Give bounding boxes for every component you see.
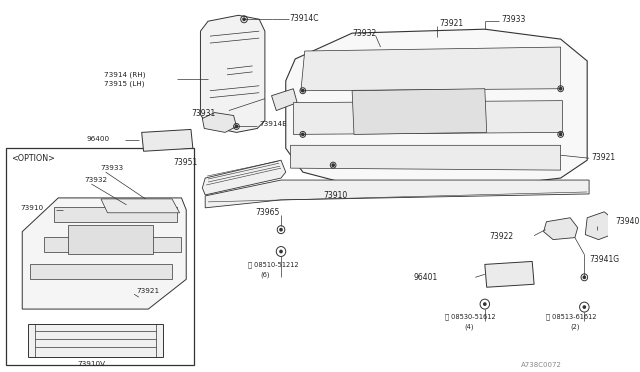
Circle shape: [559, 133, 562, 135]
Text: 73933: 73933: [100, 165, 123, 171]
Circle shape: [583, 276, 586, 279]
Polygon shape: [101, 199, 180, 213]
Circle shape: [583, 306, 586, 308]
Polygon shape: [352, 89, 486, 134]
Polygon shape: [293, 101, 563, 134]
Text: 73915 (LH): 73915 (LH): [104, 80, 144, 87]
Circle shape: [301, 133, 304, 135]
Bar: [6, 148, 194, 365]
Polygon shape: [200, 15, 265, 132]
Polygon shape: [202, 113, 236, 132]
Circle shape: [243, 18, 245, 20]
Polygon shape: [485, 262, 534, 287]
Text: (6): (6): [260, 271, 269, 278]
Polygon shape: [301, 47, 561, 91]
Polygon shape: [28, 324, 163, 357]
Polygon shape: [202, 160, 285, 195]
Text: 73932: 73932: [352, 29, 376, 38]
Text: 73965: 73965: [255, 208, 280, 217]
Text: 73910V: 73910V: [77, 361, 106, 367]
Circle shape: [280, 228, 282, 231]
Polygon shape: [68, 225, 153, 254]
Circle shape: [559, 87, 562, 90]
Polygon shape: [205, 180, 589, 208]
Text: 73933: 73933: [501, 15, 525, 24]
Polygon shape: [586, 212, 614, 240]
Text: 73914C: 73914C: [289, 14, 319, 23]
Polygon shape: [285, 29, 587, 190]
Text: 73951: 73951: [173, 158, 198, 167]
Text: (4): (4): [464, 324, 474, 330]
Text: Ⓢ 08530-51612: Ⓢ 08530-51612: [445, 314, 495, 320]
Text: Ⓢ 08510-51212: Ⓢ 08510-51212: [248, 261, 298, 268]
Text: <OPTION>: <OPTION>: [11, 154, 55, 163]
Polygon shape: [271, 89, 297, 110]
Text: 73914 (RH): 73914 (RH): [104, 71, 145, 78]
Polygon shape: [141, 129, 193, 151]
Text: A738C0072: A738C0072: [521, 362, 562, 368]
Polygon shape: [44, 237, 182, 251]
Text: 96401: 96401: [413, 273, 437, 282]
Text: (2): (2): [570, 324, 580, 330]
Text: 73940: 73940: [616, 217, 640, 226]
Polygon shape: [30, 264, 172, 279]
Text: 73931: 73931: [191, 109, 215, 118]
Polygon shape: [291, 145, 561, 170]
Text: 73910: 73910: [324, 192, 348, 201]
Circle shape: [332, 164, 334, 166]
Text: 73910: 73910: [20, 205, 44, 211]
Text: 73921: 73921: [439, 19, 463, 28]
Circle shape: [280, 250, 282, 253]
Polygon shape: [22, 198, 186, 309]
Text: 96400: 96400: [86, 137, 110, 142]
Text: 73941G: 73941G: [589, 255, 620, 264]
Circle shape: [484, 303, 486, 305]
Text: 73914E: 73914E: [259, 122, 287, 128]
Text: 73932: 73932: [85, 177, 108, 183]
Text: 73921: 73921: [591, 153, 615, 162]
Text: 73922: 73922: [489, 232, 513, 241]
Text: 73921: 73921: [136, 288, 159, 294]
Polygon shape: [54, 207, 177, 222]
Text: Ⓢ 08513-61612: Ⓢ 08513-61612: [547, 314, 597, 320]
Circle shape: [301, 90, 304, 92]
Polygon shape: [543, 218, 578, 240]
Circle shape: [236, 125, 237, 128]
